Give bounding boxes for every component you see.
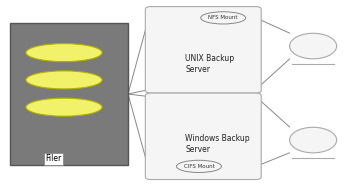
Ellipse shape [201, 12, 246, 24]
FancyBboxPatch shape [145, 7, 261, 93]
Ellipse shape [26, 98, 102, 116]
Text: Filer: Filer [46, 154, 62, 163]
FancyBboxPatch shape [145, 93, 261, 180]
Circle shape [290, 33, 337, 59]
Ellipse shape [26, 44, 102, 62]
Circle shape [290, 127, 337, 153]
Text: UNIX Backup
Server: UNIX Backup Server [185, 54, 234, 74]
Ellipse shape [176, 160, 221, 173]
Text: NFS Mount: NFS Mount [208, 15, 238, 20]
Text: Windows Backup
Server: Windows Backup Server [185, 134, 250, 154]
Ellipse shape [26, 71, 102, 89]
Text: CIFS Mount: CIFS Mount [184, 164, 214, 169]
FancyBboxPatch shape [10, 23, 128, 165]
